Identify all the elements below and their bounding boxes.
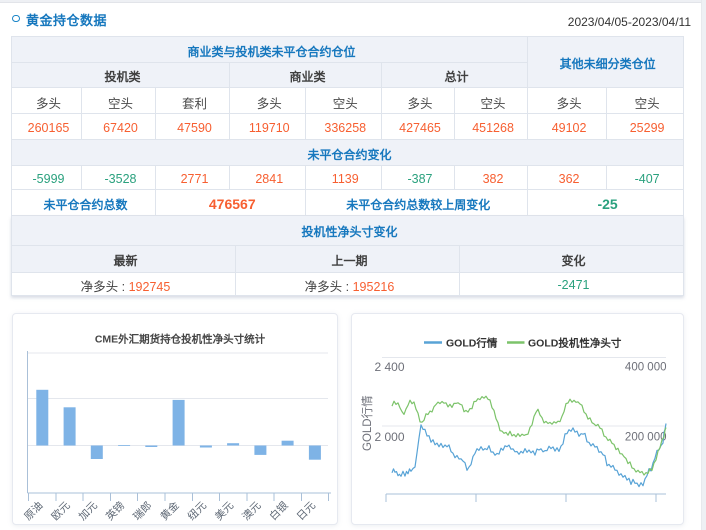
svg-text:白银: 白银	[267, 499, 291, 523]
svg-text:GOLD投机性净头寸: GOLD投机性净头寸	[528, 337, 622, 350]
svg-text:2 000: 2 000	[375, 430, 405, 444]
svg-text:GOLD行情: GOLD行情	[361, 395, 374, 451]
svg-text:原油: 原油	[21, 499, 45, 523]
svg-text:纽元: 纽元	[185, 499, 209, 523]
svg-text:加元: 加元	[77, 499, 101, 523]
svg-text:日元: 日元	[295, 499, 319, 523]
svg-text:美元: 美元	[212, 499, 236, 523]
svg-text:黄金: 黄金	[158, 499, 182, 523]
svg-text:欧元: 欧元	[49, 499, 73, 523]
svg-text:GOLD行情: GOLD行情	[446, 337, 498, 350]
svg-text:瑞郎: 瑞郎	[130, 499, 154, 523]
svg-text:英镑: 英镑	[103, 499, 127, 523]
svg-text:澳元: 澳元	[239, 499, 263, 523]
svg-text:200 000: 200 000	[625, 432, 667, 444]
svg-text:CME外汇期货持仓投机性净头寸统计: CME外汇期货持仓投机性净头寸统计	[95, 333, 266, 346]
svg-text:2 400: 2 400	[375, 360, 405, 374]
svg-text:400 000: 400 000	[625, 362, 667, 374]
